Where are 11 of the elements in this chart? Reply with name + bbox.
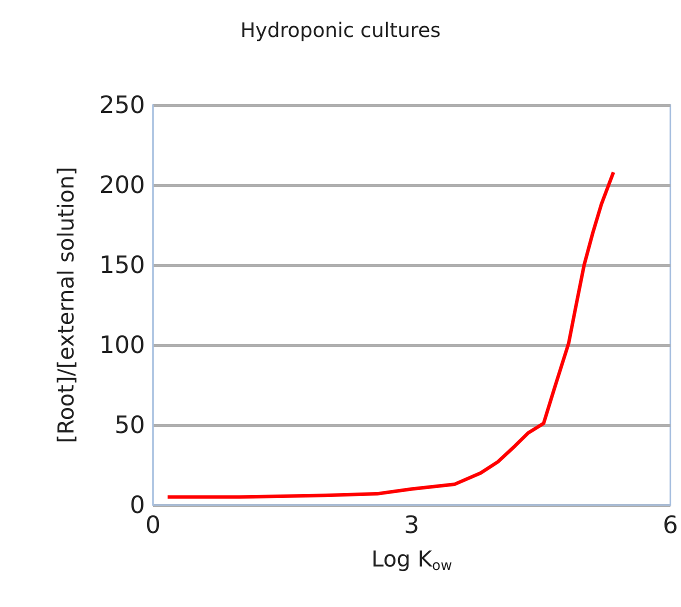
x-tick-label: 3 (404, 511, 420, 539)
y-tick-label: 150 (99, 251, 145, 279)
line-series (166, 170, 616, 499)
y-tick-label: 100 (99, 331, 145, 359)
y-axis-title: [Root]/[external solution] (54, 166, 80, 444)
y-tick-label: 50 (114, 411, 145, 439)
y-tick-label: 0 (130, 491, 145, 519)
y-tick-label: 200 (99, 171, 145, 199)
chart-title: Hydroponic cultures (240, 18, 441, 42)
y-tick-label: 250 (99, 91, 145, 119)
x-tick-label: 6 (662, 511, 678, 539)
